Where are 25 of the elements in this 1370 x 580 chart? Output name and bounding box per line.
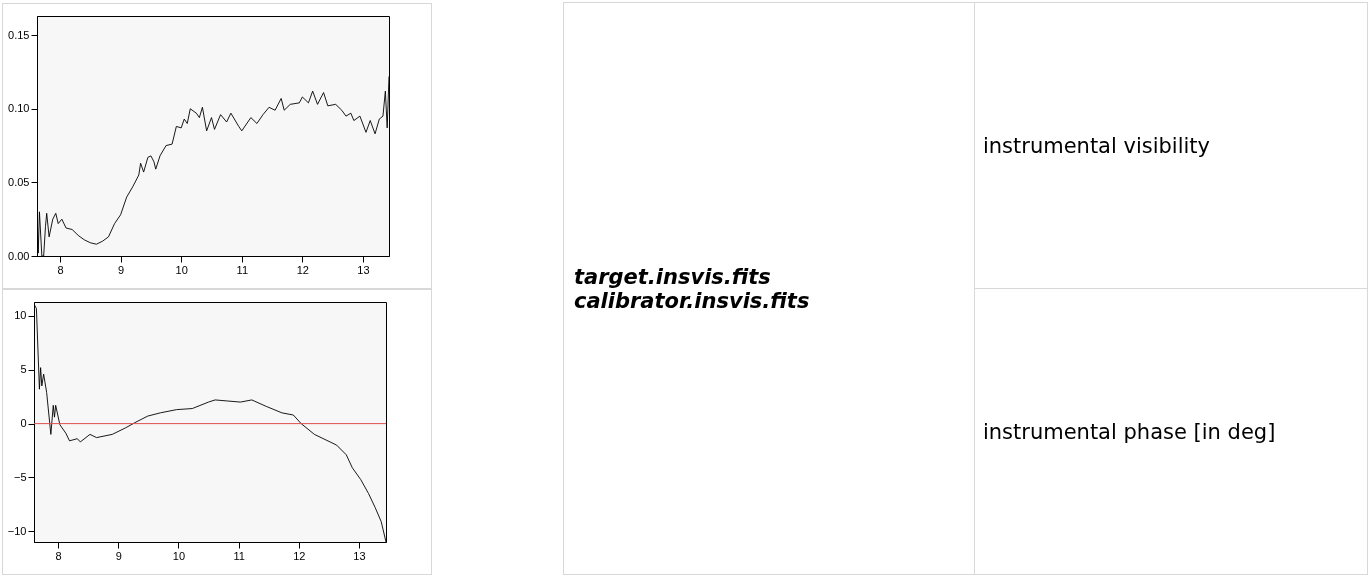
x-tick-label: 10 (172, 549, 186, 561)
text: instrumental visibility (974, 2, 1368, 289)
y-tick-label: −10 (7, 524, 27, 537)
x-tick-label: 13 (353, 549, 366, 561)
x-tick-label: 12 (296, 263, 309, 275)
x-tick-label: 9 (118, 263, 125, 275)
x-tick-label: 8 (55, 549, 62, 561)
y-tick-label: 0 (20, 416, 27, 429)
y-tick-label: 5 (20, 362, 27, 375)
x-tick-label: 8 (57, 263, 64, 275)
text: target.insvis.fits (573, 264, 772, 289)
y-tick-label: 0.15 (8, 28, 30, 41)
x-tick-label: 9 (115, 549, 122, 561)
y-tick-label: 0.10 (8, 101, 30, 114)
x-tick-label: 10 (175, 263, 188, 275)
y-tick-label: −5 (13, 470, 27, 483)
y-tick-label: 0.00 (8, 249, 30, 261)
x-tick-label: 12 (293, 549, 306, 561)
x-tick-label: 13 (357, 263, 370, 275)
text: calibrator.insvis.fits (573, 288, 811, 313)
y-tick-label: 0.05 (8, 175, 30, 188)
y-tick-label: 10 (14, 308, 27, 321)
text: instrumental phase [in deg] (974, 288, 1368, 575)
x-tick-label: 11 (236, 263, 248, 275)
x-tick-label: 11 (233, 549, 245, 561)
